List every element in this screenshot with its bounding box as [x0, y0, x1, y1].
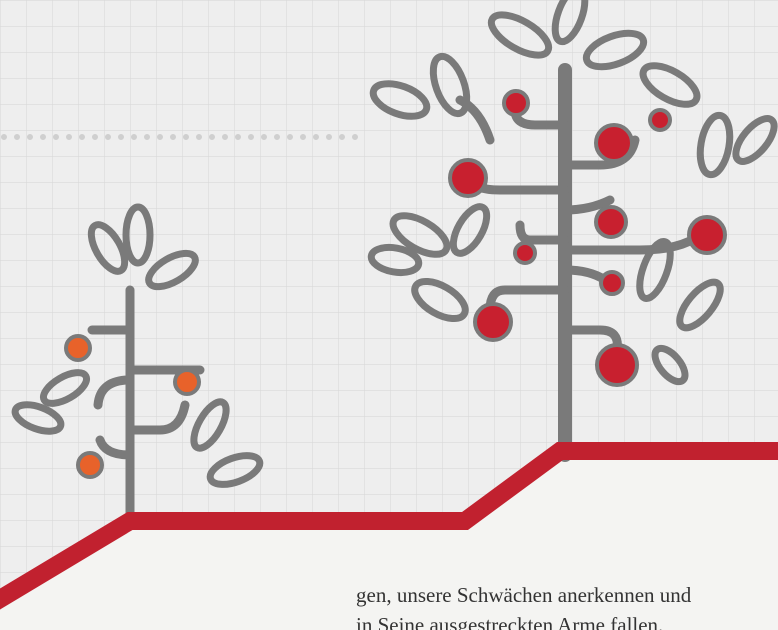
text-line: gen, unsere Schwächen anerkennen und [356, 583, 692, 607]
text-line: in Seine ausgestreckten Arme fallen. [356, 613, 663, 630]
page: gen, unsere Schwächen anerkennen und in … [0, 0, 778, 630]
illustration: gen, unsere Schwächen anerkennen und in … [0, 0, 778, 630]
